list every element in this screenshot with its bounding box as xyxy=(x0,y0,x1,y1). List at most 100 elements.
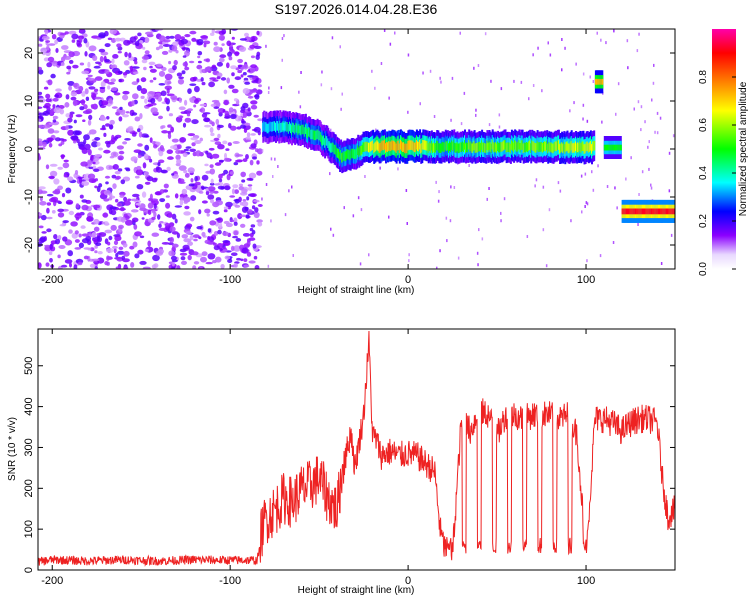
x-tick-label: 0 xyxy=(405,575,411,587)
speckle-cell xyxy=(484,32,487,36)
noise-cell xyxy=(250,133,256,136)
speckle-cell xyxy=(526,235,529,238)
noise-cell xyxy=(112,245,118,249)
noise-cell xyxy=(178,181,186,184)
ridge-cell xyxy=(439,143,442,153)
noise-cell xyxy=(105,123,111,127)
ridge-cell xyxy=(591,144,593,154)
ridge-cell xyxy=(366,141,369,152)
noise-cell xyxy=(217,144,225,150)
spectrogram-y-ticks: -20 -10 0 10 20 xyxy=(23,47,675,253)
ridge-cell xyxy=(584,143,587,154)
noise-cell xyxy=(227,142,232,147)
y-tick-label: 0 xyxy=(23,567,35,573)
noise-cell xyxy=(149,158,153,163)
speckle-cell xyxy=(581,210,583,214)
noise-cell xyxy=(222,140,228,145)
noise-cell xyxy=(46,207,50,214)
noise-cell xyxy=(110,87,118,92)
ridge-cell xyxy=(486,140,489,151)
noise-cell xyxy=(246,196,250,201)
noise-cell xyxy=(243,122,251,126)
noise-cell xyxy=(218,159,225,163)
noise-cell xyxy=(67,117,73,123)
speckle-cell xyxy=(439,249,441,253)
ridge-cell xyxy=(264,122,267,132)
noise-cell xyxy=(76,138,80,144)
noise-cell xyxy=(122,72,128,76)
noise-cell xyxy=(249,227,254,232)
speckle-cell xyxy=(341,92,343,96)
noise-cell xyxy=(207,186,216,192)
speckle-cell xyxy=(473,66,475,70)
noise-cell xyxy=(39,236,46,243)
ridge-cell xyxy=(471,143,474,154)
noise-cell xyxy=(179,199,184,206)
feature-cell xyxy=(607,144,609,151)
noise-cell xyxy=(241,247,249,254)
noise-cell xyxy=(227,205,231,210)
feature-cell xyxy=(616,144,619,151)
speckle-cell xyxy=(659,116,662,120)
ridge-cell xyxy=(417,141,419,151)
noise-cell xyxy=(53,178,60,185)
ridge-cell xyxy=(548,141,551,152)
noise-cell xyxy=(234,51,240,57)
noise-cell xyxy=(112,183,117,190)
noise-cell xyxy=(180,38,188,45)
noise-cell xyxy=(239,214,247,218)
noise-cell xyxy=(245,154,249,160)
noise-cell xyxy=(158,70,166,77)
noise-cell xyxy=(198,236,202,240)
noise-cell xyxy=(196,226,203,230)
noise-cell xyxy=(107,85,111,90)
ridge-cell xyxy=(581,141,584,152)
noise-cell xyxy=(54,137,61,142)
noise-cell xyxy=(217,124,224,128)
noise-cell xyxy=(143,171,150,176)
noise-cell xyxy=(120,179,126,185)
ridge-cell xyxy=(431,143,434,153)
noise-cell xyxy=(156,63,163,68)
speckle-cell xyxy=(359,262,362,266)
noise-cell xyxy=(81,238,90,244)
noise-cell xyxy=(131,81,138,86)
ridge-cell xyxy=(410,140,413,150)
noise-cell xyxy=(187,167,195,174)
noise-cell xyxy=(48,251,53,256)
speckle-cell xyxy=(468,164,470,167)
noise-cell xyxy=(237,64,243,68)
noise-cell xyxy=(215,200,224,206)
noise-cell xyxy=(200,77,204,82)
ridge-cell xyxy=(379,143,382,153)
noise-cell xyxy=(163,183,169,189)
noise-cell xyxy=(125,111,130,114)
noise-cell xyxy=(122,243,128,248)
y-tick-label: 10 xyxy=(23,95,35,107)
speckle-cell xyxy=(481,237,484,241)
noise-cell xyxy=(243,128,248,133)
speckle-cell xyxy=(637,100,640,104)
noise-cell xyxy=(252,156,257,160)
speckle-cell xyxy=(557,181,560,185)
noise-cell xyxy=(78,233,82,238)
noise-cell xyxy=(242,233,251,237)
ridge-cell xyxy=(425,140,428,151)
noise-cell xyxy=(142,266,151,269)
noise-cell xyxy=(251,80,259,84)
noise-cell xyxy=(54,188,61,195)
noise-cell xyxy=(166,149,173,154)
ridge-cell xyxy=(304,124,307,134)
noise-cell xyxy=(120,206,125,212)
noise-cell xyxy=(223,99,229,106)
feature-cell xyxy=(665,208,668,215)
x-tick-label: 100 xyxy=(577,575,595,587)
noise-cell xyxy=(141,217,145,220)
noise-cell xyxy=(85,96,90,102)
feature-cell xyxy=(647,208,650,215)
noise-cell xyxy=(204,67,208,73)
spectrogram-heatmap xyxy=(38,29,675,269)
noise-cell xyxy=(156,166,160,171)
noise-cell xyxy=(152,111,159,115)
noise-cell xyxy=(92,55,98,61)
